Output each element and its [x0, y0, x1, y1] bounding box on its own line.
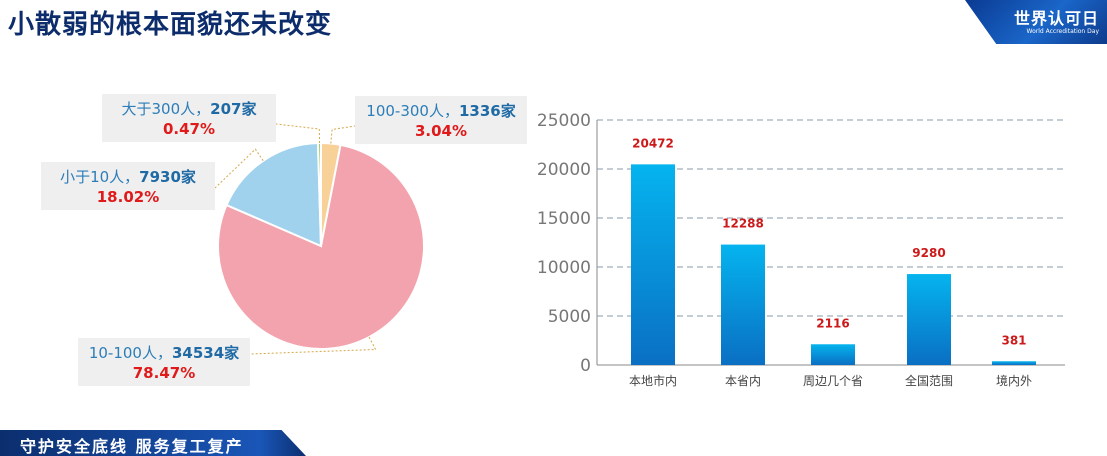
x-category-label: 全国范围	[905, 373, 953, 388]
pie-leader-line-0	[249, 336, 377, 355]
pie-label-name: 大于300人，	[122, 100, 211, 118]
pie-label-name: 100-300人，	[366, 102, 459, 120]
pie-label-name: 小于10人，	[60, 168, 139, 186]
bar-data-label: 12288	[722, 217, 764, 231]
x-category-label: 境内外	[996, 373, 1032, 388]
pie-slice-1	[225, 142, 323, 248]
pie-leader-line-1	[214, 148, 264, 189]
pie-leader-line-3	[330, 125, 356, 144]
x-category-label: 本地市内	[629, 373, 677, 388]
bar-data-label: 20472	[632, 136, 674, 150]
x-category-label: 周边几个省	[803, 374, 863, 388]
pie-label-1: 小于10人，7930家	[60, 168, 196, 186]
bar-1	[721, 244, 765, 365]
bar-2	[811, 344, 855, 365]
pie-label-percent-3: 3.04%	[415, 122, 467, 140]
footer-banner: 守护安全底线 服务复工复产	[0, 430, 306, 456]
pie-label-0: 10-100人，34534家	[89, 344, 239, 362]
pie-label-name: 10-100人，	[89, 344, 172, 362]
pie-chart: 10-100人，34534家 78.47% 小于10人，7930家 18.02% 大于3…	[41, 94, 527, 386]
pie-label-percent-0: 78.47%	[133, 364, 195, 382]
pie-label-box-3	[355, 96, 527, 144]
pie-label-count: 1336家	[459, 102, 516, 120]
pie-leader-line-2	[275, 123, 320, 144]
pie-label-percent-2: 0.47%	[163, 120, 215, 138]
bar-data-label: 381	[1001, 333, 1026, 347]
bar-0	[631, 164, 675, 365]
pie-label-count: 34534家	[172, 344, 239, 362]
pie-slice-2	[316, 141, 322, 247]
brand-subtitle: World Accreditation Day	[1026, 28, 1099, 35]
x-category-label: 本省内	[725, 374, 761, 388]
brand-badge: 世界认可日 World Accreditation Day	[965, 0, 1107, 44]
bar-3	[907, 274, 951, 365]
y-tick-label: 0	[580, 356, 591, 376]
bar-4	[992, 361, 1036, 365]
pie-label-3: 100-300人，1336家	[366, 102, 515, 120]
pie-label-count: 207家	[210, 100, 256, 118]
brand-logo-text: 世界认可日	[1013, 9, 1099, 28]
bar-data-label: 9280	[912, 246, 945, 260]
page-title: 小散弱的根本面貌还未改变	[8, 10, 333, 40]
pie-label-percent-1: 18.02%	[97, 188, 159, 206]
footer-slogan: 守护安全底线 服务复工复产	[20, 437, 244, 456]
pie-label-box-2	[102, 94, 276, 142]
pie-label-box-0	[78, 338, 250, 386]
pie-label-2: 大于300人，207家	[122, 100, 257, 118]
pie-label-box-1	[41, 162, 215, 210]
pie-label-count: 7930家	[139, 168, 196, 186]
bar-data-label: 2116	[816, 316, 849, 330]
